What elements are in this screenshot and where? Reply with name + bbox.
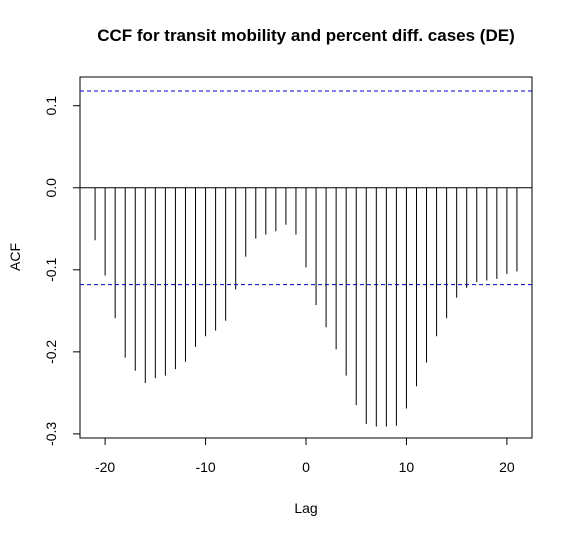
x-tick-label: 10 [399,459,415,475]
y-tick-label: -0.2 [43,340,59,364]
chart-title: CCF for transit mobility and percent dif… [97,26,515,45]
x-tick-label: -10 [195,459,215,475]
x-axis: -20 -10 0 10 20 [95,437,515,475]
y-tick-label: 0.0 [43,178,59,198]
x-tick-label: -20 [95,459,115,475]
x-axis-label: Lag [294,500,317,516]
y-axis: -0.3 -0.2 -0.1 0.0 0.1 [43,96,81,446]
x-tick-label: 0 [302,459,310,475]
ccf-bars [94,187,518,427]
y-tick-label: -0.3 [43,422,59,446]
y-axis-label: ACF [7,243,23,271]
y-tick-label: -0.1 [43,258,59,282]
x-tick-label: 20 [499,459,515,475]
y-tick-label: 0.1 [43,96,59,116]
